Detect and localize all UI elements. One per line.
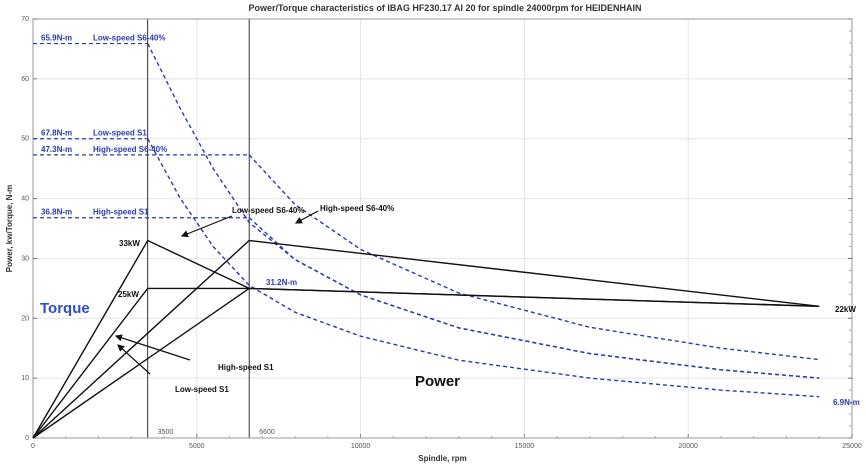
torque-line	[248, 154, 820, 361]
torque-31-2-label: 31.2N-m	[266, 278, 297, 287]
label-high-speed-s6: High-speed S6-40%	[320, 204, 394, 213]
y-tick-label: 70	[21, 16, 29, 23]
torque-series-label: Low-speed S1	[93, 129, 147, 138]
x-tick-label: 20000	[678, 443, 698, 450]
callout-arrow	[114, 334, 191, 361]
vertical-markers: 3500 6600	[147, 19, 275, 438]
torque-series-label: High-speed S6-40%	[93, 145, 167, 154]
x-tick-label: 25000	[842, 443, 862, 450]
torque-reference-lines: 65.9N-m Low-speed S6-40% 67.8N-m Low-speed …	[33, 34, 250, 219]
y-axis-label: Power, kw/Torque, N-m	[5, 185, 14, 272]
rpm-marker-label: 3500	[158, 429, 174, 436]
power-line	[32, 239, 250, 439]
torque-value-label: 67.8N-m	[41, 129, 72, 138]
power-series	[32, 239, 820, 439]
power-33kw-label: 33kW	[119, 239, 140, 248]
label-high-speed-s1: High-speed S1	[218, 363, 274, 372]
power-line	[32, 239, 820, 439]
torque-value-label: 47.3N-m	[41, 145, 72, 154]
callout-arrow	[180, 215, 233, 238]
torque-text: Torque	[40, 300, 90, 317]
torque-line	[147, 138, 820, 398]
chart-title: Power/Torque characteristics of IBAG HF2…	[248, 3, 641, 13]
y-tick-label: 0	[25, 435, 29, 442]
y-tick-label: 50	[21, 136, 29, 143]
callout-arrow	[117, 344, 151, 375]
tick-labels: 0 10 20 30 40 50 60 70 0 5000 10000 15000 20000 25000	[21, 16, 862, 450]
callout-arrows	[114, 210, 319, 375]
power-text: Power	[415, 373, 460, 390]
torque-line	[248, 217, 820, 379]
x-tick-label: 15000	[515, 443, 535, 450]
annotations: Torque Power 33kW 25kW 22kW 31.2N-m 6.9N-m Low-…	[40, 204, 860, 407]
power-line	[32, 287, 820, 439]
power-line	[32, 287, 820, 439]
power-25kw-label: 25kW	[118, 290, 139, 299]
torque-series-label: High-speed S1	[93, 208, 149, 217]
torque-6-9-label: 6.9N-m	[833, 398, 860, 407]
torque-series	[147, 43, 820, 398]
x-tick-label: 10000	[351, 443, 371, 450]
label-low-speed-s1: Low-speed S1	[175, 385, 229, 394]
y-tick-label: 20	[21, 315, 29, 322]
x-tick-label: 5000	[189, 443, 205, 450]
label-low-speed-s6: Low-speed S6-40%	[232, 206, 304, 215]
torque-value-label: 36.8N-m	[41, 208, 72, 217]
torque-series-label: Low-speed S6-40%	[93, 34, 165, 43]
callout-arrow	[294, 210, 319, 224]
x-axis-label: Spindle, rpm	[418, 454, 466, 463]
plot-frame	[32, 18, 853, 439]
y-tick-label: 40	[21, 196, 29, 203]
y-tick-label: 60	[21, 76, 29, 83]
y-tick-label: 10	[21, 375, 29, 382]
torque-value-label: 65.9N-m	[41, 34, 72, 43]
power-22kw-label: 22kW	[835, 305, 856, 314]
x-tick-label: 0	[31, 443, 35, 450]
y-tick-label: 30	[21, 255, 29, 262]
axes	[32, 18, 853, 439]
rpm-marker-label: 6600	[259, 429, 275, 436]
